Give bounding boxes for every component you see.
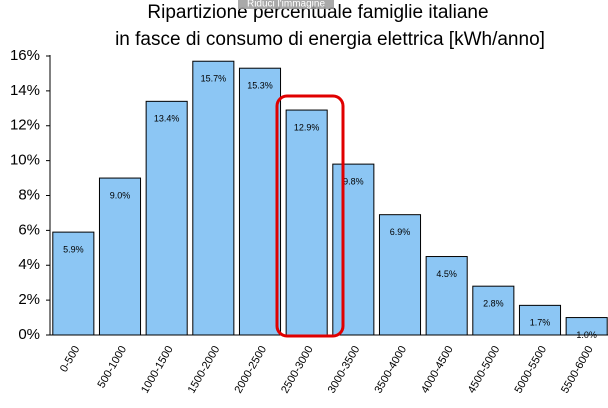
value-label: 13.4% [154, 114, 180, 124]
y-tick-label: 14% [10, 82, 40, 99]
bar [98, 177, 142, 336]
y-tick-label: 8% [18, 186, 40, 203]
x-tick-label: 2000-2500 [232, 344, 269, 396]
value-label: 4.5% [436, 269, 457, 279]
overlay-text[interactable]: Riduci l'immagine [247, 0, 325, 10]
y-tick-label: 4% [18, 256, 40, 273]
bar [425, 256, 468, 336]
bar [472, 285, 515, 336]
y-tick-label: 10% [10, 152, 40, 169]
chart-title: in fasce di consumo di energia elettrica… [115, 29, 545, 50]
bar [518, 304, 562, 336]
y-tick-label: 12% [10, 117, 40, 134]
x-tick-label: 1500-2000 [186, 344, 223, 396]
value-label: 2.8% [483, 299, 504, 309]
value-label: 6.9% [390, 227, 411, 237]
x-tick-label: 4000-4500 [419, 344, 456, 396]
x-tick-label: 5500-6000 [559, 344, 596, 396]
marks: 0% 2% 4% 6% 8% 10% 12% 14% 16% 5.9% 0-500 9.0% 500-1… [10, 47, 608, 396]
bar [238, 67, 282, 336]
value-label: 1.7% [530, 318, 551, 328]
x-tick-label: 3000-3500 [326, 344, 363, 396]
x-tick-label: 0-500 [58, 344, 82, 374]
bar [285, 109, 328, 336]
bar [332, 163, 375, 336]
y-tick-label: 2% [18, 291, 40, 308]
bar [52, 231, 95, 336]
y-tick-label: 6% [18, 221, 40, 238]
bar [145, 100, 188, 336]
chart-title: Ripartizione percentuale famiglie italia… [147, 2, 488, 23]
x-tick-label: 4500-5000 [466, 344, 503, 396]
bar [192, 60, 235, 336]
value-label: 1.0% [576, 330, 597, 340]
x-tick-label: 3500-4000 [372, 344, 409, 396]
bar [378, 214, 422, 336]
bar [565, 317, 608, 336]
highlight [275, 94, 345, 338]
value-label: 15.7% [201, 74, 227, 84]
y-tick-label: 16% [10, 47, 40, 64]
x-tick-label: 2500-3000 [279, 344, 316, 396]
overlay-box[interactable] [238, 0, 334, 9]
x-tick-label: 500-1000 [95, 344, 129, 390]
y-tick-label: 0% [18, 326, 40, 343]
x-tick-label: 5000-5500 [512, 344, 549, 396]
value-label: 15.3% [247, 81, 273, 91]
value-label: 9.8% [343, 176, 364, 186]
value-label: 12.9% [294, 122, 320, 132]
value-label: 5.9% [63, 244, 84, 254]
value-label: 9.0% [110, 190, 131, 200]
x-tick-label: 1000-1500 [139, 344, 176, 396]
